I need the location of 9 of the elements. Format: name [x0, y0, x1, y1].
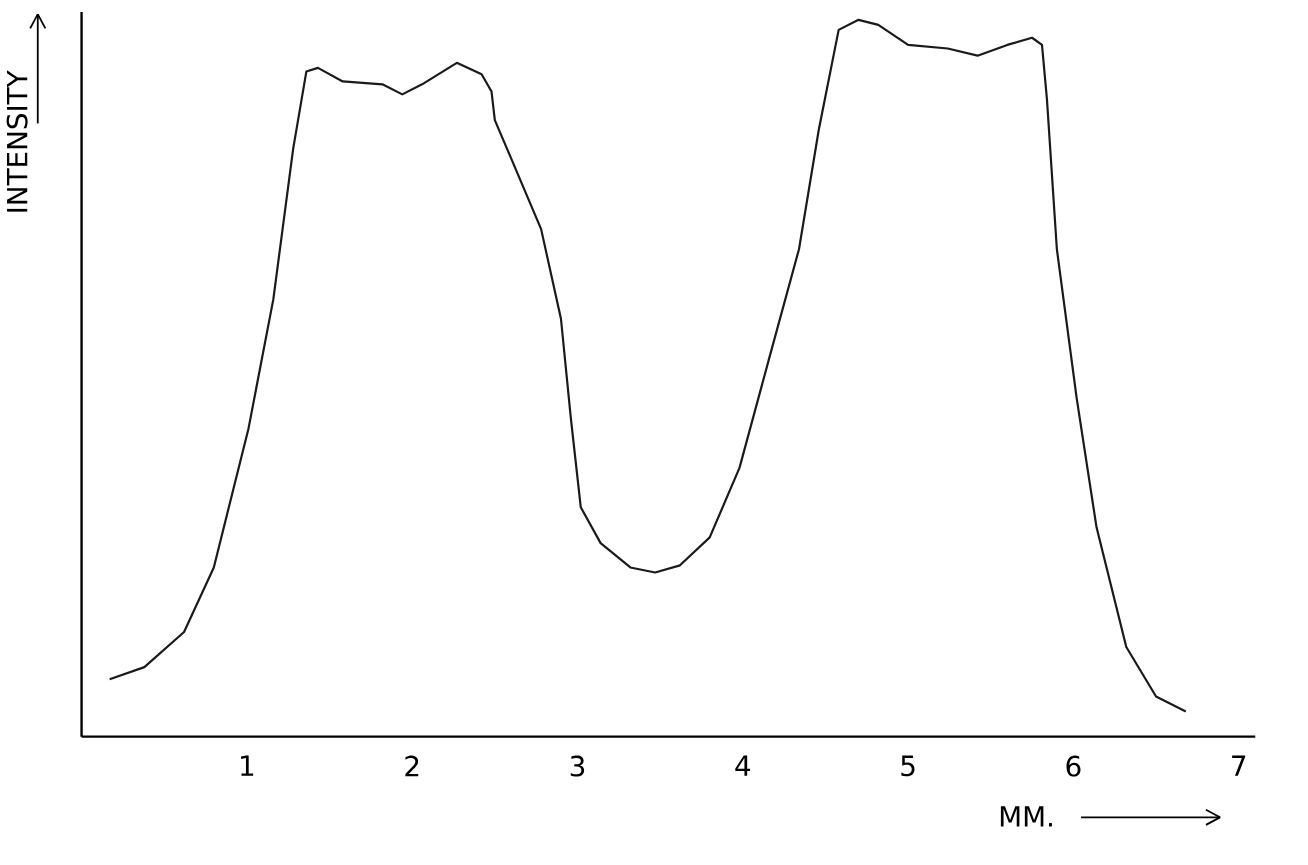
x-tick-label: 6 [1066, 755, 1081, 777]
x-tick-label: 3 [570, 755, 585, 777]
y-axis-title: INTENSITY [6, 70, 28, 212]
x-axis-title: MM. [1000, 806, 1052, 827]
x-tick-label: 2 [405, 755, 419, 777]
x-tick-label: 4 [735, 755, 751, 776]
x-tick-label: 7 [1232, 755, 1246, 776]
x-tick-label: 5 [901, 755, 915, 777]
x-tick-label: 1 [241, 755, 254, 776]
